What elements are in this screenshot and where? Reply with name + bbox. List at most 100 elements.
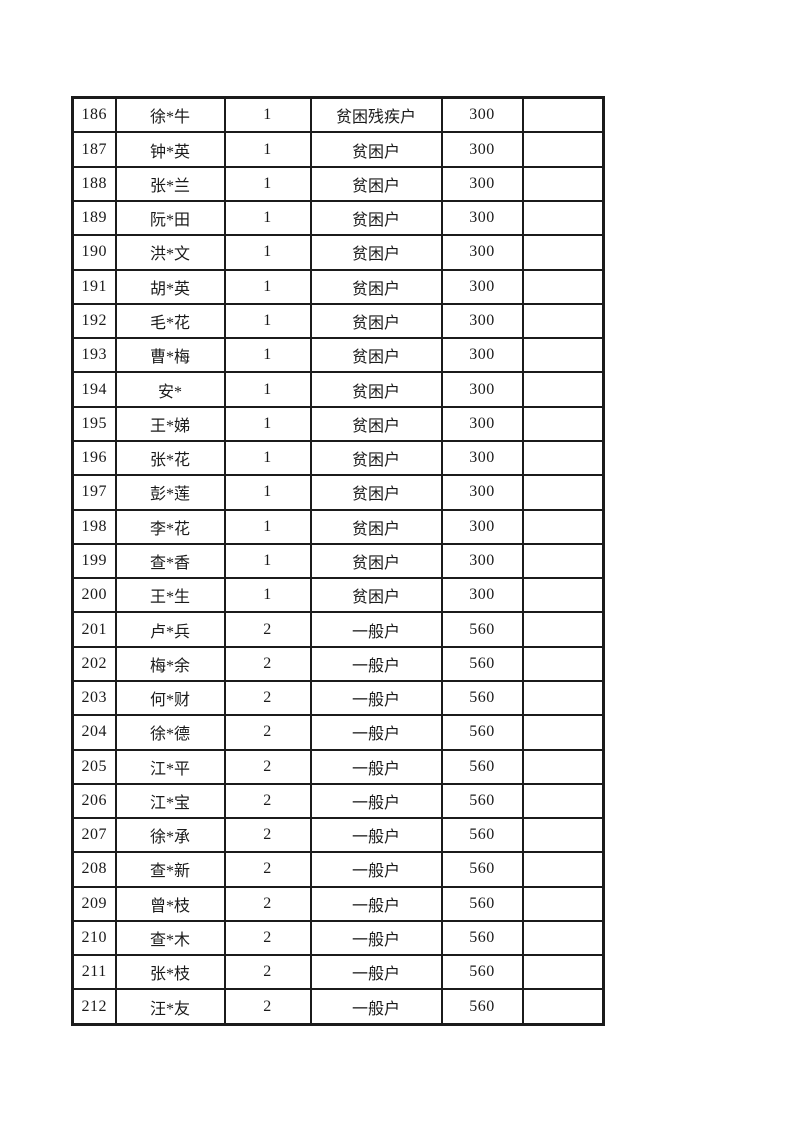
- name-cell: 徐*牛: [114, 96, 226, 134]
- amount-cell: 560: [440, 679, 524, 717]
- name-cell: 卢*兵: [114, 611, 226, 648]
- amount-cell: 560: [440, 988, 524, 1026]
- household-type-cell: 贫困户: [309, 337, 443, 374]
- amount-cell: 300: [440, 96, 524, 134]
- count-cell: 1: [223, 234, 312, 271]
- count-cell: 1: [223, 302, 312, 340]
- household-type-cell: 贫困户: [309, 474, 443, 511]
- name-cell: 江*平: [114, 748, 226, 785]
- note-cell: [521, 302, 605, 340]
- note-cell: [521, 954, 605, 991]
- note-cell: [521, 405, 605, 442]
- name-cell: 王*娣: [114, 405, 226, 442]
- note-cell: [521, 919, 605, 957]
- household-type-cell: 一般户: [309, 988, 443, 1026]
- row-number-cell: 198: [71, 508, 117, 545]
- table-row: 195 王*娣 1 贫困户 300: [71, 405, 605, 442]
- note-cell: [521, 611, 605, 648]
- row-number-cell: 200: [71, 577, 117, 614]
- household-type-cell: 贫困户: [309, 165, 443, 203]
- note-cell: [521, 165, 605, 203]
- count-cell: 1: [223, 268, 312, 305]
- count-cell: 1: [223, 474, 312, 511]
- amount-cell: 560: [440, 611, 524, 648]
- count-cell: 1: [223, 96, 312, 134]
- row-number-cell: 211: [71, 954, 117, 991]
- note-cell: [521, 714, 605, 751]
- note-cell: [521, 885, 605, 922]
- table-row: 207 徐*承 2 一般户 560: [71, 817, 605, 854]
- amount-cell: 300: [440, 371, 524, 408]
- amount-cell: 560: [440, 885, 524, 922]
- name-cell: 曹*梅: [114, 337, 226, 374]
- note-cell: [521, 988, 605, 1026]
- name-cell: 何*财: [114, 679, 226, 717]
- note-cell: [521, 851, 605, 888]
- amount-cell: 300: [440, 199, 524, 237]
- table-row: 209 曾*枝 2 一般户 560: [71, 885, 605, 922]
- table-row: 210 查*木 2 一般户 560: [71, 919, 605, 957]
- count-cell: 1: [223, 577, 312, 614]
- row-number-cell: 206: [71, 782, 117, 820]
- amount-cell: 300: [440, 165, 524, 203]
- table-row: 197 彭*莲 1 贫困户 300: [71, 474, 605, 511]
- note-cell: [521, 748, 605, 785]
- name-cell: 汪*友: [114, 988, 226, 1026]
- count-cell: 1: [223, 405, 312, 442]
- amount-cell: 300: [440, 439, 524, 477]
- note-cell: [521, 474, 605, 511]
- table-row: 208 查*新 2 一般户 560: [71, 851, 605, 888]
- household-type-cell: 贫困户: [309, 131, 443, 168]
- row-number-cell: 190: [71, 234, 117, 271]
- count-cell: 1: [223, 508, 312, 545]
- amount-cell: 300: [440, 302, 524, 340]
- household-type-cell: 贫困户: [309, 234, 443, 271]
- row-number-cell: 205: [71, 748, 117, 785]
- table-row: 192 毛*花 1 贫困户 300: [71, 302, 605, 340]
- amount-cell: 300: [440, 337, 524, 374]
- amount-cell: 560: [440, 919, 524, 957]
- amount-cell: 300: [440, 542, 524, 580]
- name-cell: 毛*花: [114, 302, 226, 340]
- household-type-cell: 一般户: [309, 714, 443, 751]
- count-cell: 2: [223, 748, 312, 785]
- household-type-cell: 贫困户: [309, 405, 443, 442]
- note-cell: [521, 645, 605, 682]
- household-type-cell: 一般户: [309, 954, 443, 991]
- amount-cell: 560: [440, 817, 524, 854]
- household-type-cell: 贫困残疾户: [309, 96, 443, 134]
- amount-cell: 300: [440, 268, 524, 305]
- amount-cell: 300: [440, 405, 524, 442]
- row-number-cell: 203: [71, 679, 117, 717]
- name-cell: 阮*田: [114, 199, 226, 237]
- table-row: 189 阮*田 1 贫困户 300: [71, 199, 605, 237]
- name-cell: 查*新: [114, 851, 226, 888]
- row-number-cell: 199: [71, 542, 117, 580]
- amount-cell: 560: [440, 851, 524, 888]
- table-row: 186 徐*牛 1 贫困残疾户 300: [71, 96, 605, 134]
- table-row: 201 卢*兵 2 一般户 560: [71, 611, 605, 648]
- note-cell: [521, 337, 605, 374]
- count-cell: 1: [223, 199, 312, 237]
- row-number-cell: 186: [71, 96, 117, 134]
- name-cell: 梅*余: [114, 645, 226, 682]
- row-number-cell: 204: [71, 714, 117, 751]
- name-cell: 查*香: [114, 542, 226, 580]
- table-row: 196 张*花 1 贫困户 300: [71, 439, 605, 477]
- household-type-cell: 贫困户: [309, 199, 443, 237]
- table-row: 199 查*香 1 贫困户 300: [71, 542, 605, 580]
- count-cell: 2: [223, 645, 312, 682]
- count-cell: 2: [223, 885, 312, 922]
- note-cell: [521, 439, 605, 477]
- row-number-cell: 195: [71, 405, 117, 442]
- note-cell: [521, 782, 605, 820]
- row-number-cell: 202: [71, 645, 117, 682]
- name-cell: 安*: [114, 371, 226, 408]
- household-type-cell: 贫困户: [309, 302, 443, 340]
- household-type-cell: 一般户: [309, 919, 443, 957]
- household-type-cell: 贫困户: [309, 439, 443, 477]
- household-type-cell: 贫困户: [309, 542, 443, 580]
- count-cell: 1: [223, 371, 312, 408]
- name-cell: 钟*英: [114, 131, 226, 168]
- count-cell: 2: [223, 817, 312, 854]
